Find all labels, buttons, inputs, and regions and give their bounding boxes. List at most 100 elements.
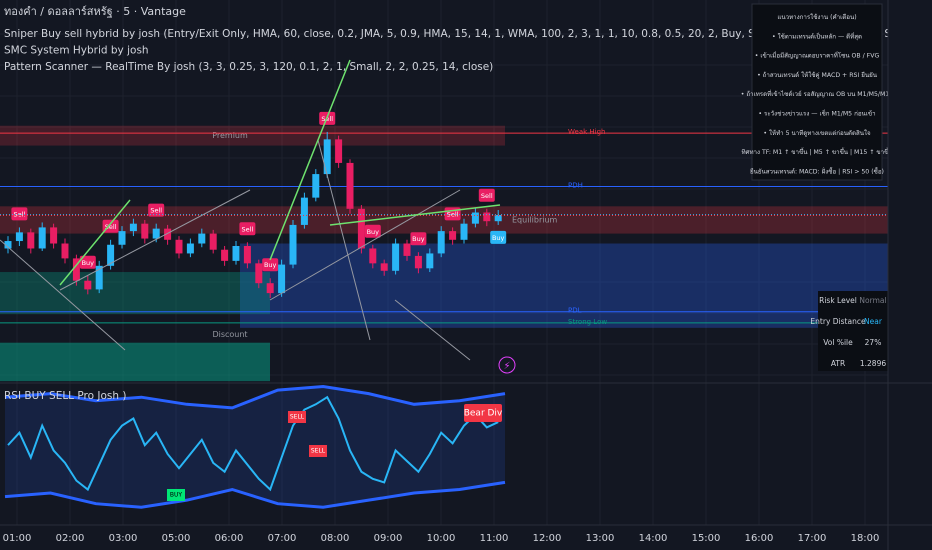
x-tick-label: 01:00 bbox=[3, 533, 32, 544]
candle-body bbox=[483, 212, 491, 222]
candle-body bbox=[141, 223, 149, 239]
signal-label: Sell bbox=[150, 207, 162, 215]
candle-body bbox=[392, 243, 400, 271]
signal-label: Sell bbox=[447, 210, 459, 218]
signal-box bbox=[478, 188, 495, 202]
candle-body bbox=[152, 228, 160, 239]
candle-body bbox=[232, 245, 240, 261]
pattern-line bbox=[269, 189, 461, 301]
candle-body bbox=[414, 255, 422, 269]
signal-label: Sell bbox=[481, 192, 493, 200]
zone bbox=[240, 243, 888, 328]
rsi-lower-band bbox=[4, 480, 506, 509]
signal-label: Sell bbox=[14, 210, 26, 218]
level-label: PDH bbox=[568, 181, 583, 189]
candle-body bbox=[38, 227, 46, 249]
signal-box bbox=[148, 203, 165, 217]
signal-box bbox=[262, 258, 279, 272]
x-tick-label: 08:00 bbox=[321, 533, 350, 544]
candle-body bbox=[289, 224, 297, 265]
signal-label: Buy bbox=[264, 261, 277, 269]
info-line: แนวทางการใช้งาน (คำเตือน) bbox=[777, 13, 856, 21]
info-line: ยืนยันสวนเทรนด์: MACD: ฝั่งซื้อ | RSI > … bbox=[750, 166, 884, 175]
zone-label: Discount bbox=[212, 330, 247, 339]
candle-body bbox=[380, 263, 388, 271]
risk-key: Risk Level bbox=[819, 296, 857, 305]
signal-label: Buy bbox=[492, 234, 505, 242]
alert-bolt[interactable]: ⚡ bbox=[503, 361, 510, 372]
risk-value: 27% bbox=[865, 338, 882, 347]
candle-body bbox=[221, 249, 229, 261]
price-axis-bg bbox=[888, 0, 932, 550]
trend-line bbox=[59, 199, 131, 286]
rsi-buy-label: BUY bbox=[170, 492, 183, 499]
x-tick-label: 14:00 bbox=[639, 533, 668, 544]
candle-body bbox=[118, 231, 126, 245]
level-label: Weak High bbox=[568, 128, 605, 136]
zone bbox=[0, 125, 505, 146]
x-tick-label: 17:00 bbox=[798, 533, 827, 544]
info-line: • ระวังช่วงข่าวแรง — เช็ก M1/M5 ก่อนเข้า bbox=[758, 109, 875, 118]
candle-body bbox=[4, 241, 12, 249]
rsi-sell-box bbox=[288, 411, 306, 423]
signal-label: Buy bbox=[412, 235, 425, 243]
candle-body bbox=[357, 208, 365, 249]
rsi-upper-band bbox=[4, 385, 506, 410]
candle-body bbox=[84, 280, 92, 290]
signal-label: Sell bbox=[105, 223, 117, 231]
signal-label: Sell bbox=[242, 225, 254, 233]
x-tick-label: 06:00 bbox=[215, 533, 244, 544]
rsi-title: RSI BUY SELL Pro Josh ) bbox=[4, 390, 126, 402]
risk-key: Vol %ile bbox=[823, 338, 853, 347]
x-tick-label: 16:00 bbox=[745, 533, 774, 544]
info-line: ทิศทาง TF: M1 ↑ ขาขึ้น | M5 ↑ ขาขึ้น | M… bbox=[741, 147, 893, 156]
signal-box bbox=[239, 222, 256, 236]
zone bbox=[0, 342, 270, 382]
signal-box bbox=[11, 207, 28, 221]
level-label: PDL bbox=[568, 307, 582, 315]
candle-body bbox=[209, 233, 217, 250]
candle-body bbox=[95, 265, 103, 290]
signal-box bbox=[490, 230, 507, 244]
candle-body bbox=[335, 139, 343, 163]
x-tick-label: 09:00 bbox=[374, 533, 403, 544]
x-tick-label: 07:00 bbox=[268, 533, 297, 544]
zone-label: Equilibrium bbox=[512, 215, 558, 224]
signal-box bbox=[364, 224, 381, 238]
info-line: • ถ้าสวนเทรนด์ ให้ใช้คู่ MACD + RSI ยืนย… bbox=[757, 71, 878, 79]
trend-line bbox=[269, 59, 351, 261]
pattern-line bbox=[59, 189, 251, 291]
bear-div-label: Bear Div bbox=[464, 409, 503, 419]
rsi-band-fill bbox=[5, 386, 505, 508]
symbol-title: ทองคำ / ดอลลาร์สหรัฐ · 5 · Vantage bbox=[4, 5, 186, 18]
candle-body bbox=[346, 162, 354, 209]
rsi-sell-label: SELL bbox=[290, 414, 305, 421]
candle-body bbox=[129, 223, 137, 232]
candle-body bbox=[266, 283, 274, 294]
candle-body bbox=[426, 253, 434, 269]
candle-body bbox=[494, 214, 502, 222]
x-tick-label: 05:00 bbox=[162, 533, 191, 544]
rsi-buy-box bbox=[167, 489, 185, 501]
indicator-title: Pattern Scanner — RealTime By josh (3, 3… bbox=[4, 61, 493, 73]
candle-body bbox=[403, 243, 411, 256]
x-tick-label: 10:00 bbox=[427, 533, 456, 544]
x-tick-label: 12:00 bbox=[533, 533, 562, 544]
candle-body bbox=[312, 174, 320, 198]
candle-body bbox=[255, 263, 263, 284]
x-tick-label: 18:00 bbox=[851, 533, 880, 544]
candle-body bbox=[243, 245, 251, 264]
alert-icon[interactable] bbox=[498, 356, 516, 374]
risk-value: Normal bbox=[859, 296, 886, 305]
risk-table bbox=[818, 291, 888, 371]
info-line: • ใช้ตามเทรนด์เป็นหลัก — ดีที่สุด bbox=[772, 31, 862, 40]
zone bbox=[0, 272, 270, 315]
candle-body bbox=[175, 239, 183, 254]
x-tick-label: 11:00 bbox=[480, 533, 509, 544]
candle-body bbox=[15, 232, 23, 242]
risk-key: ATR bbox=[831, 359, 845, 368]
info-line: • ให้ทำ 5 นาทีดูทางเขตแต่ก่อนตัดสินใจ bbox=[763, 129, 871, 137]
risk-value: 1.2896 bbox=[860, 359, 886, 368]
